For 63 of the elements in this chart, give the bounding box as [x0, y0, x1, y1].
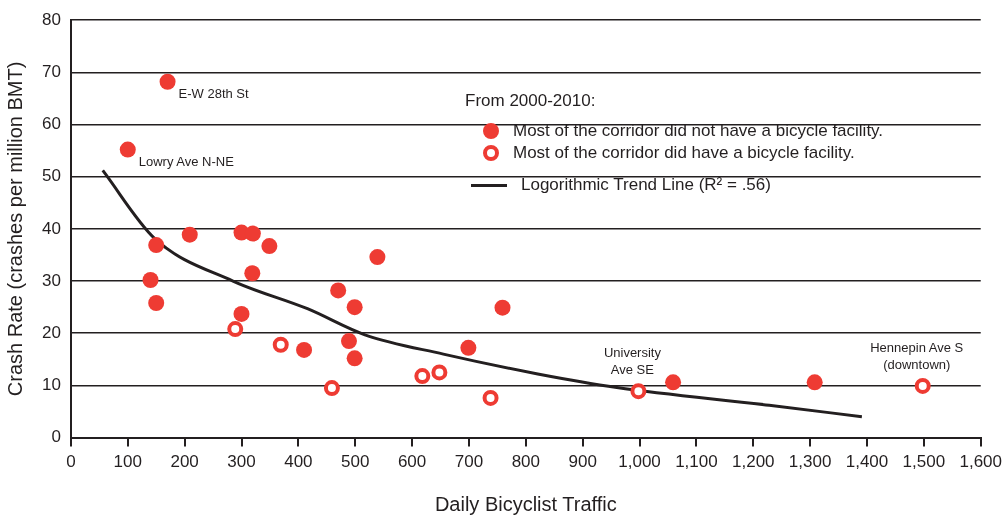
y-tick-label: 80 — [41, 9, 61, 29]
legend-label: Most of the corridor did have a bicycle facility. — [513, 142, 855, 164]
point — [148, 294, 165, 311]
point — [227, 321, 244, 338]
point — [460, 339, 477, 356]
y-axis-title: Crash Rate (crashes per million BMT) — [3, 61, 26, 397]
point — [806, 374, 823, 391]
point — [159, 73, 176, 90]
x-tick-label: 0 — [66, 452, 76, 472]
y-tick-label: 60 — [41, 114, 61, 134]
x-tick-label: 900 — [568, 452, 597, 472]
point — [482, 389, 499, 406]
point — [630, 383, 647, 400]
point — [323, 380, 340, 397]
point — [414, 368, 431, 385]
x-tick-label: 1,300 — [788, 452, 832, 472]
point — [346, 299, 363, 316]
point — [346, 350, 363, 367]
point — [148, 237, 165, 254]
y-tick-label: 20 — [41, 322, 61, 342]
point — [142, 272, 159, 289]
point — [119, 141, 136, 158]
point — [431, 364, 448, 381]
point — [233, 305, 250, 322]
point — [330, 282, 347, 299]
x-tick-label: 1,400 — [845, 452, 889, 472]
y-tick-label: 0 — [51, 427, 61, 447]
legend-title: From 2000-2010: — [465, 90, 597, 112]
x-tick-label: 200 — [170, 452, 199, 472]
y-tick-label: 10 — [41, 375, 61, 395]
annotation: E-W 28th St — [178, 86, 250, 102]
x-tick-label: 1,600 — [959, 452, 1002, 472]
annotation: Hennepin Ave S (downtown) — [870, 340, 964, 373]
point — [340, 333, 357, 350]
x-tick-label: 600 — [397, 452, 427, 472]
point — [261, 238, 278, 255]
x-tick-label: 1,100 — [675, 452, 718, 472]
point — [494, 299, 511, 316]
x-tick-label: 100 — [113, 452, 142, 472]
x-tick-label: 300 — [227, 452, 256, 472]
annotation: Lowry Ave N-NE — [138, 154, 235, 170]
x-tick-label: 1,200 — [732, 452, 775, 472]
y-tick-label: 50 — [41, 166, 61, 186]
y-tick-label: 70 — [41, 62, 61, 82]
x-tick-label: 700 — [454, 452, 484, 472]
x-tick-label: 400 — [284, 452, 313, 472]
y-tick-label: 40 — [41, 218, 61, 238]
point — [244, 225, 261, 242]
x-axis-title: Daily Bicyclist Traffic — [434, 492, 617, 515]
legend-label: Logorithmic Trend Line (R² = .56) — [521, 174, 771, 196]
point — [914, 377, 931, 394]
point — [369, 249, 386, 266]
x-tick-label: 1,500 — [902, 452, 946, 472]
point — [244, 265, 261, 282]
point — [181, 226, 198, 243]
x-tick-label: 800 — [511, 452, 541, 472]
point — [272, 336, 289, 353]
point — [296, 341, 313, 358]
point — [665, 374, 682, 391]
annotation: University Ave SE — [603, 345, 662, 378]
x-tick-label: 500 — [341, 452, 370, 472]
x-tick-label: 1,000 — [618, 452, 661, 472]
y-tick-label: 30 — [41, 270, 61, 290]
